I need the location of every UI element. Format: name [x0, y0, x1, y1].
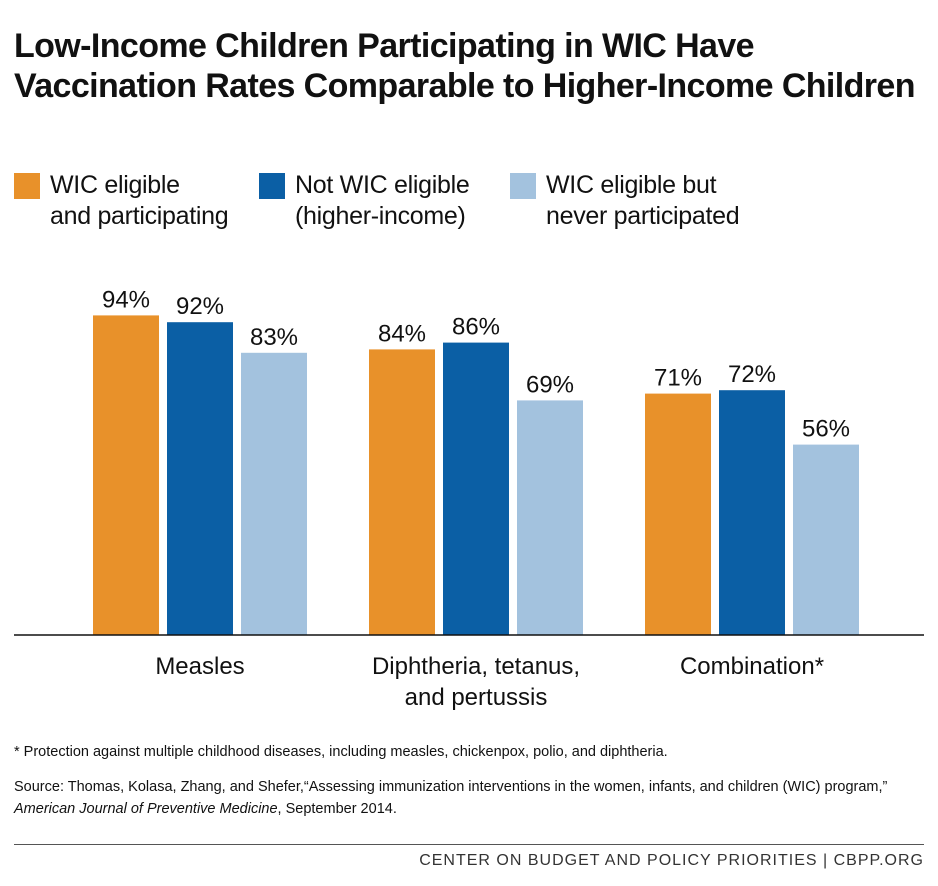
legend-label-not-wic-eligible: Not WIC eligible (higher-income) — [295, 171, 470, 230]
bar-chart: 94% 92% 83% 84% 86% 69% 71% 72% 56% Measles Dipht… — [14, 286, 924, 711]
legend-label-wic-participating: WIC eligible and participating — [50, 171, 229, 230]
legend-swatch-never-participated — [510, 173, 536, 199]
legend-item-never-participated: WIC eligible but never participated — [510, 170, 740, 232]
source-suffix: , September 2014. — [277, 801, 397, 817]
data-label-combination-not-wic-eligible: 72% — [728, 361, 776, 388]
legend-item-not-wic-eligible: Not WIC eligible (higher-income) — [259, 170, 470, 232]
legend-label-never-participated: WIC eligible but never participated — [546, 171, 740, 230]
chart-title: Low-Income Children Participating in WIC… — [14, 26, 924, 106]
legend-swatch-wic-participating — [14, 173, 40, 199]
legend-swatch-not-wic-eligible — [259, 173, 285, 199]
bar-combination-never-participated — [793, 444, 859, 635]
bar-layer: 94% 92% 83% 84% 86% 69% 71% 72% 56% — [93, 286, 859, 635]
bar-dtp-not-wic-eligible — [443, 342, 509, 635]
bottom-divider — [14, 844, 924, 845]
bar-combination-not-wic-eligible — [719, 390, 785, 635]
data-label-dtp-not-wic-eligible: 86% — [452, 314, 500, 341]
bar-measles-wic-participating — [93, 315, 159, 635]
data-label-measles-not-wic-eligible: 92% — [176, 293, 224, 320]
chart-title-line-2: Vaccination Rates Comparable to Higher-I… — [14, 67, 916, 105]
data-label-combination-never-participated: 56% — [802, 416, 850, 443]
category-label-layer: Measles Diphtheria, tetanus, and pertussis… — [155, 653, 824, 711]
bar-measles-not-wic-eligible — [167, 322, 233, 635]
category-label-dtp-line-2: and pertussis — [405, 684, 548, 711]
data-label-combination-wic-participating: 71% — [654, 365, 702, 392]
bar-combination-wic-participating — [645, 393, 711, 635]
bar-measles-never-participated — [241, 352, 307, 635]
data-label-dtp-never-participated: 69% — [526, 371, 574, 398]
category-label-measles: Measles — [155, 653, 244, 680]
chart-title-line-1: Low-Income Children Participating in WIC… — [14, 27, 755, 65]
source-prefix: Source: Thomas, Kolasa, Zhang, and Shefe… — [14, 779, 888, 795]
data-label-measles-wic-participating: 94% — [102, 286, 150, 313]
bar-dtp-wic-participating — [369, 349, 435, 635]
source-note: Source: Thomas, Kolasa, Zhang, and Shefe… — [14, 776, 926, 820]
legend-item-wic-participating: WIC eligible and participating — [14, 170, 229, 232]
data-label-dtp-wic-participating: 84% — [378, 320, 426, 347]
cbpp-credit: CENTER ON BUDGET AND POLICY PRIORITIES |… — [419, 852, 924, 869]
bar-dtp-never-participated — [517, 400, 583, 635]
footnote: * Protection against multiple childhood … — [14, 744, 668, 760]
category-label-combination: Combination* — [680, 653, 824, 680]
category-label-dtp-line-1: Diphtheria, tetanus, — [372, 653, 580, 680]
data-label-measles-never-participated: 83% — [250, 324, 298, 351]
source-journal: American Journal of Preventive Medicine — [14, 801, 278, 817]
